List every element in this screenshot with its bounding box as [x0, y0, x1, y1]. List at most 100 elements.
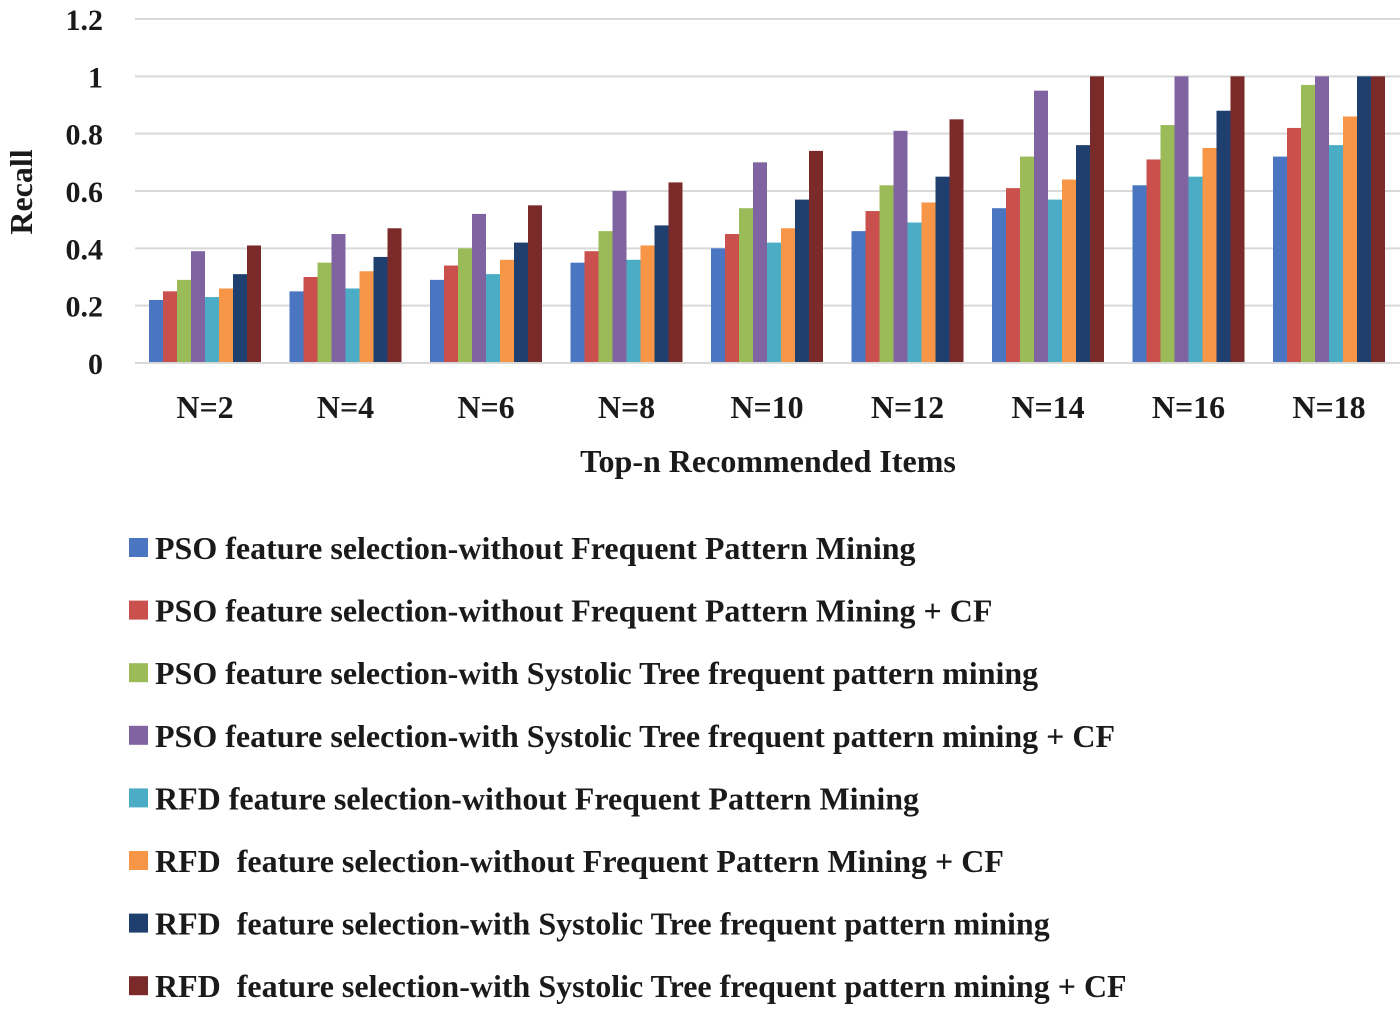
y-tick-label: 1 [88, 61, 103, 94]
bar [1020, 156, 1034, 363]
bar [1034, 90, 1048, 364]
bar [654, 225, 669, 363]
legend-item: RFD feature selection-with Systolic Tree… [129, 968, 1127, 1004]
bar [1343, 116, 1357, 363]
legend-label: PSO feature selection-without Frequent P… [155, 593, 992, 629]
bar [753, 162, 767, 363]
x-tick-label: N=12 [871, 389, 944, 425]
x-tick-label: N=16 [1152, 389, 1225, 425]
x-tick-label: N=4 [317, 389, 374, 425]
legend-swatch [129, 976, 148, 996]
bar [1062, 179, 1076, 363]
legend-item: RFD feature selection-with Systolic Tree… [129, 906, 1050, 942]
bar [444, 265, 458, 363]
legend-label: RFD feature selection-with Systolic Tree… [155, 906, 1050, 942]
bar [1076, 145, 1090, 363]
legend-label: RFD feature selection-without Frequent P… [155, 780, 919, 816]
legend-label: RFD feature selection-with Systolic Tree… [155, 968, 1127, 1004]
bar [331, 234, 346, 363]
bar [598, 231, 613, 363]
bar [570, 262, 585, 363]
bar [725, 234, 739, 363]
y-tick-label: 1.2 [66, 4, 104, 37]
legend-item: RFD feature selection-without Frequent P… [129, 843, 1004, 879]
bar [345, 288, 360, 363]
bar [907, 222, 922, 363]
legend-label: PSO feature selection-without Frequent P… [155, 530, 916, 566]
y-tick-label: 0.4 [66, 233, 104, 266]
bar [865, 211, 880, 363]
bar [1357, 76, 1371, 363]
bar [640, 245, 655, 363]
y-tick-label: 0.2 [66, 291, 104, 324]
bar [247, 245, 261, 363]
bar [1174, 76, 1189, 363]
bar [921, 202, 936, 363]
legend-label: RFD feature selection-without Frequent P… [155, 843, 1004, 879]
x-tick-label: N=2 [176, 389, 233, 425]
bar [879, 185, 894, 363]
x-tick-label: N=6 [457, 389, 514, 425]
x-tick-label: N=8 [598, 389, 655, 425]
bar [500, 259, 514, 363]
legend-item: PSO feature selection-with Systolic Tree… [129, 655, 1038, 691]
y-tick-labels: 0 0.2 0.4 0.6 0.8 1 1.2 [66, 4, 104, 381]
bar [1371, 76, 1385, 363]
bar [1273, 156, 1287, 363]
bar [289, 291, 304, 363]
bar [668, 182, 683, 363]
bar [430, 279, 444, 363]
legend-item: PSO feature selection-without Frequent P… [129, 593, 992, 629]
legend-swatch [129, 788, 148, 808]
legend-item: RFD feature selection-without Frequent P… [129, 780, 919, 816]
bar [767, 242, 781, 363]
legend-label: PSO feature selection-with Systolic Tree… [155, 655, 1038, 691]
y-tick-label: 0.6 [66, 176, 104, 209]
bar [992, 208, 1006, 363]
bar [795, 199, 809, 363]
bar [359, 271, 374, 363]
bar [893, 130, 908, 363]
bars [149, 76, 1385, 364]
legend: PSO feature selection-without Frequent P… [129, 530, 1127, 1004]
y-axis-title: Recall [3, 149, 39, 234]
bar [1287, 127, 1301, 363]
bar [1048, 199, 1062, 363]
bar [387, 228, 402, 363]
bar [1146, 159, 1161, 363]
bar [303, 277, 318, 363]
legend-label: PSO feature selection-with Systolic Tree… [155, 718, 1115, 754]
x-tick-label: N=10 [730, 389, 803, 425]
legend-swatch [129, 600, 148, 620]
bar [851, 231, 866, 363]
bar [205, 297, 219, 363]
bar [1188, 176, 1203, 363]
legend-swatch [129, 913, 148, 933]
legend-swatch [129, 663, 148, 683]
bar [317, 262, 332, 363]
x-tick-label: N=14 [1011, 389, 1084, 425]
legend-swatch [129, 851, 148, 870]
bar [458, 248, 472, 363]
legend-swatch [129, 725, 148, 745]
bar [163, 291, 177, 363]
bar [1160, 125, 1175, 363]
bar [472, 213, 486, 363]
bar [233, 274, 247, 363]
bar [739, 208, 753, 363]
bar [219, 288, 233, 363]
bar [1230, 76, 1245, 363]
legend-item: PSO feature selection-without Frequent P… [129, 530, 916, 566]
bar [1132, 185, 1147, 363]
bar [514, 242, 528, 363]
y-tick-label: 0 [88, 348, 103, 381]
bar [809, 150, 823, 363]
bar [711, 248, 725, 363]
bar [584, 251, 599, 363]
legend-item: PSO feature selection-with Systolic Tree… [129, 718, 1115, 754]
bar [1329, 145, 1343, 363]
bar [1301, 84, 1315, 363]
bar [626, 259, 641, 363]
